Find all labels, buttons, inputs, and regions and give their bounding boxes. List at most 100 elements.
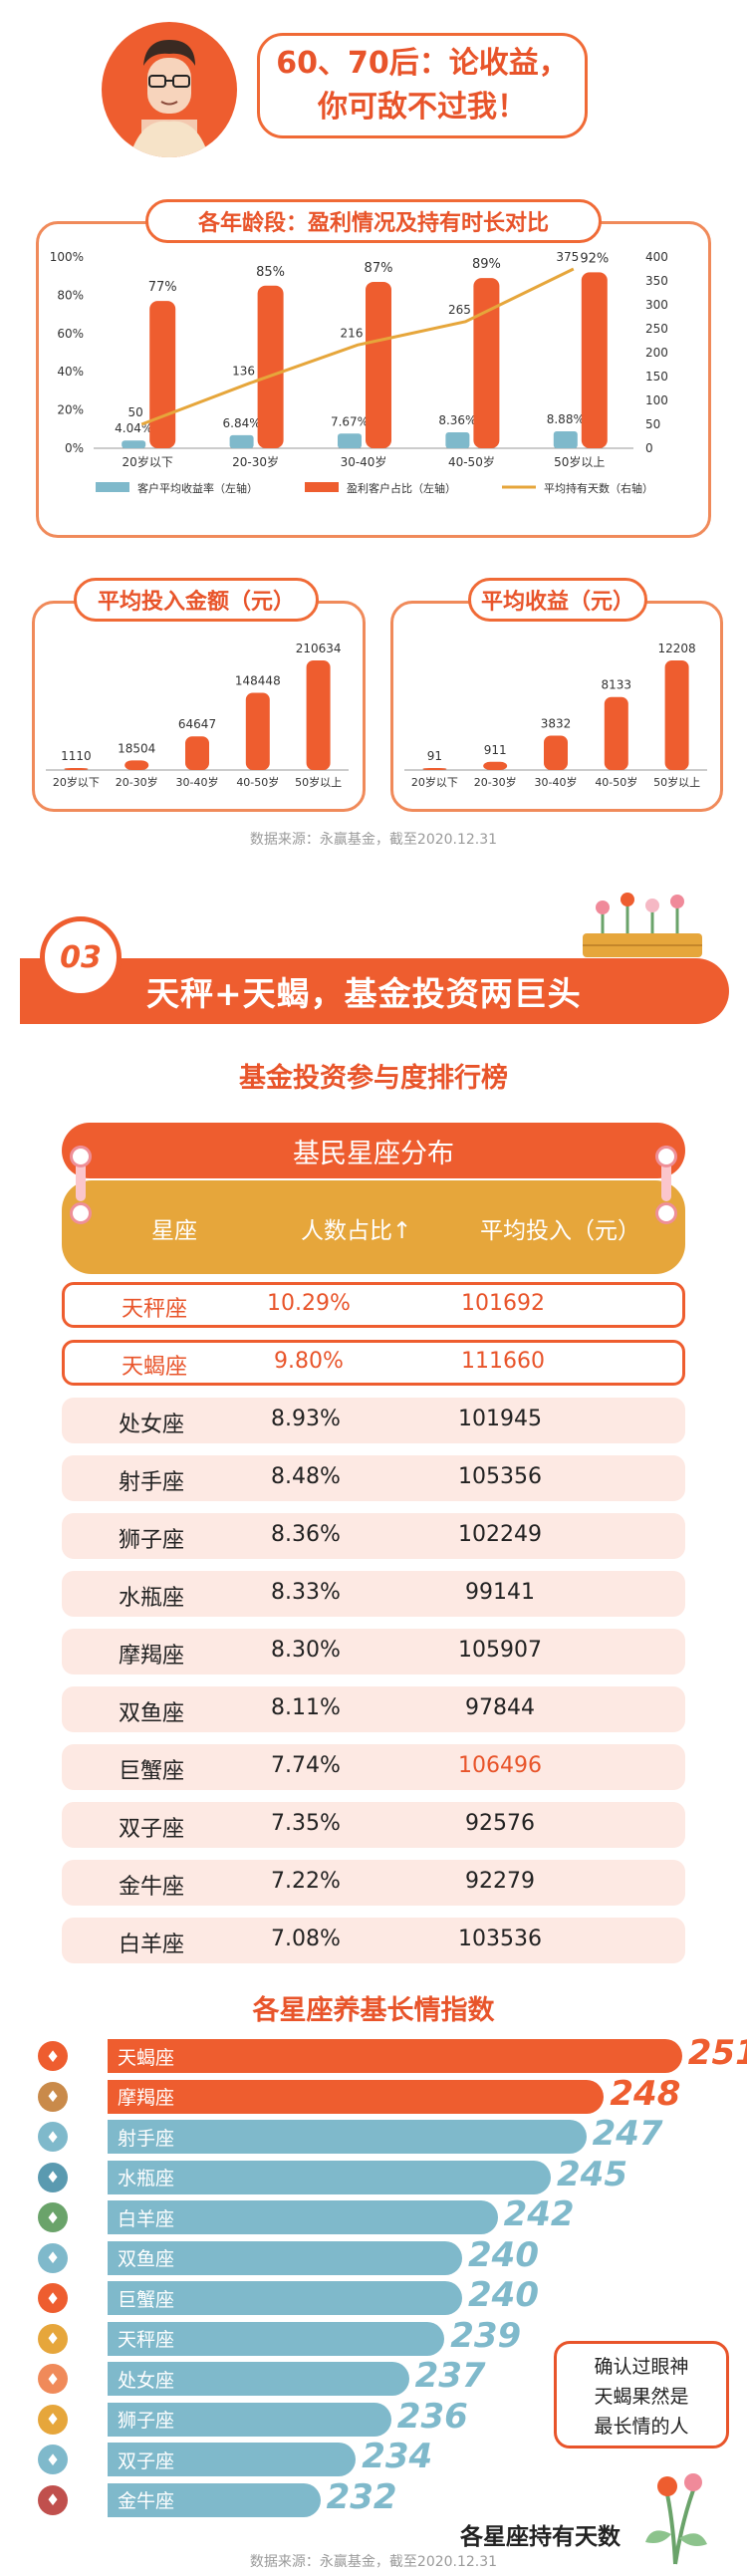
cell-avg: 111660: [461, 1349, 545, 1374]
label-profit-ratio: 87%: [365, 261, 393, 276]
zodiac-icon: ♦: [38, 2283, 68, 2313]
x-tick-label: 20岁以下: [411, 775, 458, 789]
table-row: 白羊座 7.08% 103536: [62, 1918, 685, 1963]
index-bar: 双子座: [108, 2443, 357, 2476]
bar-label: 3832: [541, 716, 572, 730]
table-row: 天秤座 10.29% 101692: [62, 1282, 685, 1328]
right-axis-tick: 400: [645, 250, 668, 264]
zodiac-icon: ♦: [38, 2323, 68, 2354]
bar-return-rate: [338, 433, 362, 448]
zodiac-icon: ♦: [38, 2242, 68, 2273]
col-header-avg: 平均投入（元）: [480, 1218, 640, 1244]
table-row: 射手座 8.48% 105356: [62, 1455, 685, 1501]
right-axis-tick: 200: [645, 346, 668, 360]
index-value: 240: [468, 2275, 539, 2315]
speech-bubble: 60、70后：论收益， 你可敌不过我！: [257, 33, 588, 138]
x-tick-label: 20-30岁: [474, 775, 517, 789]
note-line-2: 天蝎果然是: [594, 2386, 689, 2408]
x-tick-label: 40-50岁: [595, 775, 637, 789]
index-value: 251: [687, 2033, 747, 2073]
index-axis-label: 各星座持有天数: [460, 2524, 621, 2550]
avg-investment-title: 平均投入金额（元）: [74, 578, 319, 622]
zodiac-icon: ♦: [38, 2445, 68, 2474]
right-axis-tick: 300: [645, 298, 668, 312]
index-bar: 天秤座: [108, 2321, 445, 2356]
index-bar: 狮子座: [108, 2402, 391, 2437]
bar-profit-ratio: [473, 278, 500, 448]
bar: [604, 696, 628, 770]
cell-sign: 金牛座: [118, 1875, 184, 1900]
hanger-ring-left-bottom: [70, 1202, 92, 1224]
index-value: 248: [610, 2073, 681, 2114]
index-bar: 水瓶座: [108, 2160, 551, 2194]
source-note-top: 数据来源：永赢基金，截至2020.12.31: [249, 832, 498, 848]
zodiac-icon: ♦: [38, 2404, 68, 2435]
table-row: 双鱼座 8.11% 97844: [62, 1686, 685, 1732]
table-row: 天蝎座 9.80% 111660: [62, 1340, 685, 1386]
cell-sign: 摩羯座: [118, 1644, 184, 1669]
table-title: 基民星座分布: [62, 1123, 685, 1178]
table-header: 星座 人数占比↑ 平均投入（元）: [62, 1180, 685, 1274]
cell-avg: 92279: [465, 1869, 535, 1894]
right-axis-tick: 0: [645, 441, 653, 455]
x-tick-label: 20-30岁: [116, 775, 158, 789]
bar: [306, 660, 331, 770]
cell-share: 8.93%: [271, 1407, 341, 1431]
bar-label: 12208: [658, 642, 696, 655]
label-holding-days: 375: [556, 250, 579, 264]
bar: [185, 736, 209, 770]
person-illustration: [129, 40, 209, 157]
table-row: 金牛座 7.22% 92279: [62, 1860, 685, 1906]
index-value: 245: [557, 2154, 627, 2194]
ranking-heading: 基金投资参与度排行榜: [239, 1063, 508, 1094]
label-profit-ratio: 92%: [580, 251, 609, 266]
bar: [544, 735, 568, 770]
zodiac-icon: ♦: [38, 2122, 68, 2152]
index-heading: 各星座养基长情指数: [252, 1995, 495, 2026]
cell-avg: 103536: [458, 1927, 542, 1951]
cell-sign: 双子座: [118, 1817, 184, 1842]
section-banner: 天秤+天蝎，基金投资两巨头: [20, 958, 729, 1024]
table-hanger-left: [76, 1146, 86, 1201]
hanger-ring-right-bottom: [655, 1202, 677, 1224]
x-tick-label: 20岁以下: [123, 454, 173, 469]
label-return-rate: 8.36%: [438, 413, 476, 427]
zodiac-icon: ♦: [38, 2041, 68, 2071]
x-tick-label: 50岁以上: [554, 454, 605, 469]
cell-avg: 101945: [458, 1407, 542, 1431]
age-comparison-chart: 0% 20% 40% 60% 80% 100% 0 50 100 150 200 250 300 350 4…: [50, 250, 668, 495]
table-row: 巨蟹座 7.74% 106496: [62, 1744, 685, 1790]
cell-sign: 双鱼座: [118, 1701, 184, 1726]
label-holding-days: 136: [232, 365, 255, 379]
index-bar: 白羊座: [108, 2200, 498, 2234]
cell-avg: 101692: [461, 1291, 545, 1316]
zodiac-icon: ♦: [38, 2081, 68, 2112]
hanger-ring-right: [655, 1146, 677, 1167]
left-axis-tick: 0%: [65, 441, 84, 455]
note-box: 确认过眼神 天蝎果然是 最长情的人: [554, 2341, 729, 2448]
bubble-line-1: 60、70后：论收益，: [276, 46, 569, 81]
cell-share: 8.33%: [271, 1580, 341, 1605]
legend-swatch-return: [96, 482, 129, 492]
index-bar: 双鱼座: [108, 2240, 462, 2275]
bar-label: 64647: [178, 717, 216, 731]
section-number: 03: [60, 939, 102, 975]
x-tick-label: 30-40岁: [535, 775, 578, 789]
table-row: 摩羯座 8.30% 105907: [62, 1629, 685, 1674]
right-axis-tick: 150: [645, 370, 668, 384]
cell-sign: 水瓶座: [118, 1586, 184, 1611]
left-axis-tick: 20%: [57, 403, 84, 417]
index-bar: 射手座: [108, 2120, 587, 2154]
index-value: 232: [326, 2476, 397, 2517]
label-return-rate: 8.88%: [547, 412, 585, 426]
bar-label: 91: [427, 749, 442, 763]
table-row: 双子座 7.35% 92576: [62, 1802, 685, 1848]
index-value: 234: [362, 2437, 433, 2476]
flower-basket-illustration: [583, 893, 702, 957]
cell-share: 7.74%: [271, 1753, 341, 1778]
table-hanger-right: [661, 1146, 671, 1201]
bar: [664, 660, 689, 770]
age-comparison-title: 各年龄段：盈利情况及持有时长对比: [145, 199, 602, 243]
cell-sign: 白羊座: [118, 1932, 184, 1957]
cell-share: 7.08%: [271, 1927, 341, 1951]
